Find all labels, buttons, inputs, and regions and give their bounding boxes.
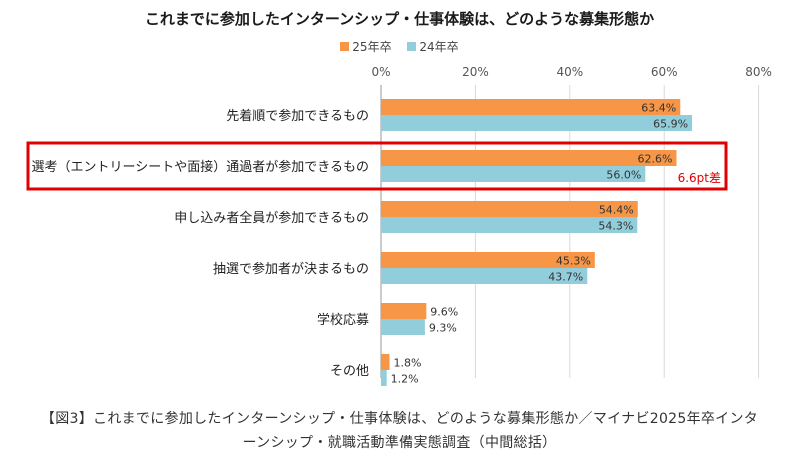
- category-label: 先着順で参加できるもの: [226, 108, 369, 124]
- data-label: 54.4%: [599, 204, 634, 217]
- data-label: 1.8%: [393, 357, 421, 370]
- x-tick-label: 40%: [556, 65, 583, 79]
- bar: [381, 150, 677, 166]
- legend-item-24: 24年卒: [407, 38, 459, 55]
- x-tick-label: 0%: [371, 65, 390, 79]
- data-label: 65.9%: [653, 118, 688, 131]
- bar: [381, 268, 588, 284]
- bar: [381, 166, 646, 182]
- bar: [381, 303, 427, 319]
- legend-item-25: 25年卒: [340, 38, 392, 55]
- highlight-box: [26, 141, 728, 191]
- category-label: その他: [330, 364, 369, 379]
- data-label: 63.4%: [641, 102, 676, 115]
- bar: [381, 354, 390, 370]
- bar: [381, 319, 425, 335]
- data-label: 54.3%: [598, 220, 633, 233]
- bar: [381, 217, 638, 233]
- chart-title: これまでに参加したインターンシップ・仕事体験は、どのような募集形態か: [144, 10, 655, 28]
- category-label: 申し込み者全員が参加できるもの: [174, 210, 369, 226]
- legend-swatch-24: [407, 42, 417, 51]
- x-tick-label: 80%: [745, 65, 772, 79]
- bar: [381, 370, 387, 386]
- bar: [381, 201, 638, 217]
- data-label: 62.6%: [638, 153, 673, 166]
- difference-annotation: 6.6pt差: [678, 171, 721, 185]
- data-label: 9.3%: [429, 322, 457, 335]
- legend: 25年卒 24年卒: [0, 38, 799, 55]
- data-label: 45.3%: [556, 255, 591, 268]
- legend-label-24: 24年卒: [419, 40, 459, 54]
- figure-caption: 【図3】これまでに参加したインターンシップ・仕事体験は、どのような募集形態か／マ…: [0, 407, 799, 455]
- data-label: 9.6%: [430, 306, 458, 319]
- category-label: 選考（エントリーシートや面接）通過者が参加できるもの: [32, 159, 369, 175]
- category-label: 抽選で参加者が決まるもの: [213, 261, 369, 277]
- data-label: 43.7%: [548, 271, 583, 284]
- data-label: 56.0%: [606, 169, 641, 182]
- caption-line-2: ーンシップ・就職活動準備実態調査（中間総括）: [242, 435, 557, 451]
- x-tick-label: 60%: [651, 65, 678, 79]
- data-label: 1.2%: [391, 373, 419, 386]
- legend-label-25: 25年卒: [352, 40, 392, 54]
- category-label: 学校応募: [317, 312, 369, 328]
- caption-line-1: 【図3】これまでに参加したインターンシップ・仕事体験は、どのような募集形態か／マ…: [40, 411, 759, 427]
- legend-swatch-25: [340, 42, 350, 51]
- bar-chart: 0% 20% 40% 60% 80% 先着順で参加できるもの 63.4% 65.9% 選考（エン…: [26, 65, 772, 386]
- bar: [381, 252, 595, 268]
- bar: [381, 115, 693, 131]
- bar: [381, 99, 681, 115]
- x-tick-label: 20%: [462, 65, 489, 79]
